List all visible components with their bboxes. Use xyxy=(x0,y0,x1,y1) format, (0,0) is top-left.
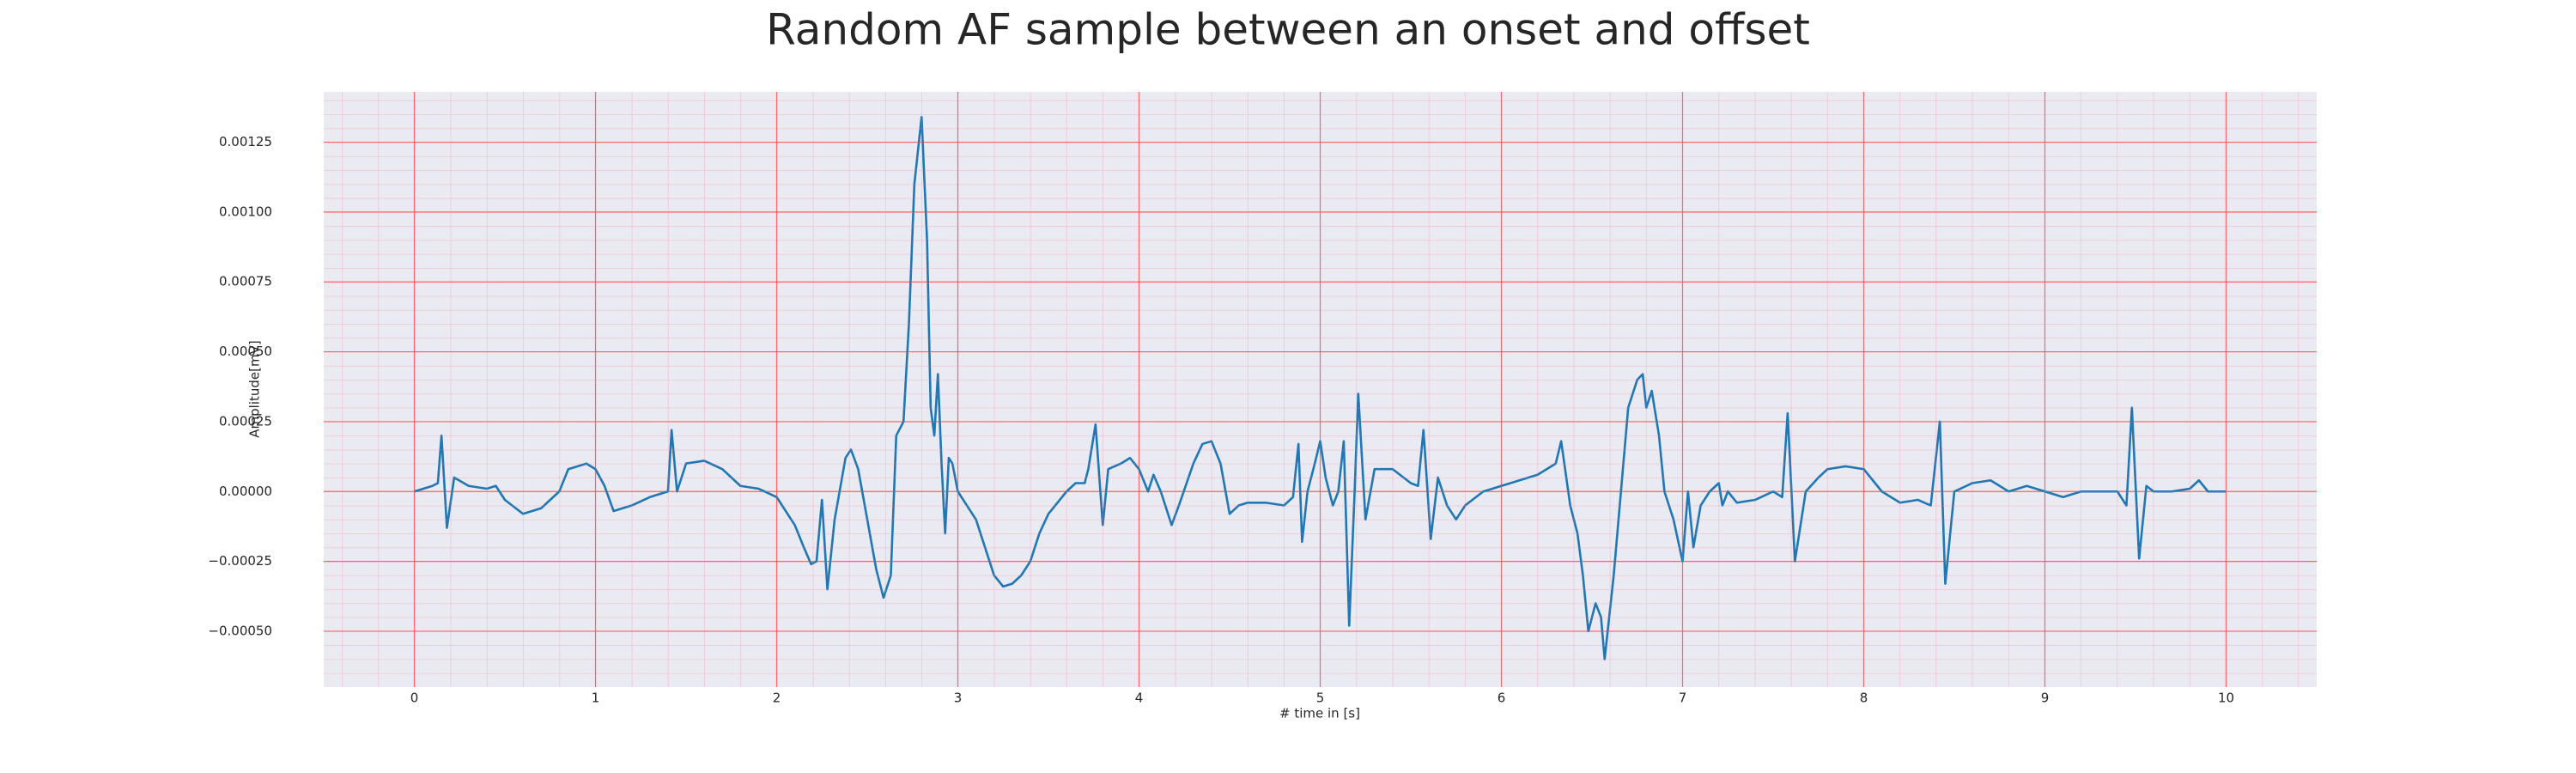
y-tick-label: 0.00075 xyxy=(219,274,272,289)
y-axis-label: Amplitude[mV] xyxy=(247,340,263,437)
y-tick-label: 0.00025 xyxy=(219,413,272,429)
x-tick-label: 4 xyxy=(1135,691,1144,706)
x-tick-label: 7 xyxy=(1679,691,1687,706)
signal-line xyxy=(414,115,2227,660)
y-tick-label: −0.00050 xyxy=(208,623,272,638)
chart-title: Random AF sample between an onset and of… xyxy=(766,5,1810,55)
x-tick-label: 8 xyxy=(1860,691,1868,706)
plot-layer xyxy=(324,92,2317,687)
y-tick-label: 0.00000 xyxy=(219,484,272,499)
x-axis-label: # time in [s] xyxy=(1279,706,1360,721)
y-tick-label: 0.00125 xyxy=(219,134,272,149)
x-tick-label: 5 xyxy=(1316,691,1325,706)
x-tick-label: 6 xyxy=(1498,691,1506,706)
y-tick-label: 0.00050 xyxy=(219,344,272,359)
x-tick-label: 0 xyxy=(410,691,419,706)
x-tick-label: 9 xyxy=(2041,691,2050,706)
x-tick-label: 3 xyxy=(954,691,963,706)
y-tick-label: 0.00100 xyxy=(219,204,272,219)
y-tick-label: −0.00025 xyxy=(208,553,272,569)
x-tick-label: 1 xyxy=(592,691,600,706)
x-tick-label: 10 xyxy=(2218,691,2234,706)
x-tick-label: 2 xyxy=(773,691,781,706)
